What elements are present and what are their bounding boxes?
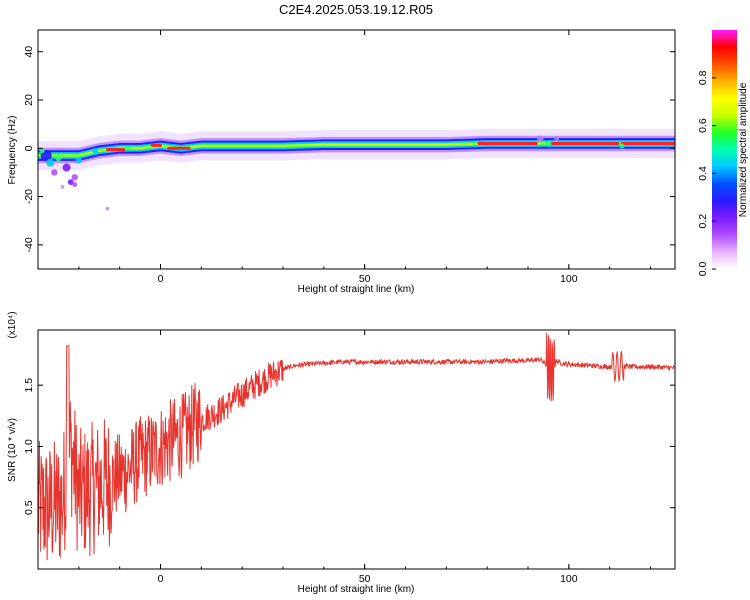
colorbar-tick-label: 0.8 bbox=[697, 70, 709, 85]
snr-x-axis-label: Height of straight line (km) bbox=[298, 584, 415, 595]
snr-plot-area bbox=[38, 332, 675, 561]
colorbar: 0.0 0.2 0.4 0.6 0.8 Normalized spectral ampl… bbox=[697, 30, 749, 276]
spectrogram-x-axis-label: Height of straight line (km) bbox=[298, 284, 415, 295]
spectral-blob bbox=[537, 135, 544, 142]
spectrogram-y-tick-label: 40 bbox=[23, 46, 35, 58]
snr-line bbox=[38, 332, 675, 561]
figure-title: C2E4.2025.053.19.12.R05 bbox=[279, 2, 433, 17]
spectrogram-y-tick-label: 0 bbox=[23, 145, 35, 151]
spectral-blob bbox=[55, 154, 62, 162]
colorbar-ticks: 0.0 0.2 0.4 0.6 0.8 bbox=[697, 70, 716, 276]
spectral-blob bbox=[619, 143, 625, 149]
colorbar-tick-label: 0.4 bbox=[697, 166, 709, 181]
snr-panel: 0 50 100 0.5 1.0 1.5 Height of straight line … bbox=[7, 311, 676, 595]
spectrogram-ticks: 0 50 100 -40 -20 0 20 40 bbox=[23, 30, 675, 285]
spectrogram-y-axis-label: Frequency (Hz) bbox=[7, 116, 18, 185]
colorbar-tick-label: 0.6 bbox=[697, 118, 709, 133]
spectrogram-y-tick-label: -20 bbox=[23, 189, 35, 204]
spectral-blob bbox=[60, 184, 65, 189]
spectrogram-x-tick-label: 0 bbox=[158, 273, 164, 285]
snr-y-tick-label: 0.5 bbox=[23, 500, 35, 515]
spectral-blob bbox=[72, 182, 78, 187]
spectrogram-y-tick-label: 20 bbox=[23, 94, 35, 106]
colorbar-label: Normalized spectral amplitude bbox=[738, 82, 749, 217]
colorbar-tick-label: 0.2 bbox=[697, 214, 709, 229]
snr-x-tick-label: 100 bbox=[560, 573, 578, 585]
spectral-blob bbox=[75, 157, 83, 164]
colorbar-gradient bbox=[712, 30, 737, 269]
spectrogram-x-tick-label: 50 bbox=[359, 273, 371, 285]
spectral-blob bbox=[39, 148, 45, 154]
colorbar-tick-label: 0.0 bbox=[697, 262, 709, 277]
snr-y-scale-label: (x10⁴) bbox=[7, 311, 18, 338]
snr-x-tick-label: 50 bbox=[359, 573, 371, 585]
snr-ticks: 0 50 100 0.5 1.0 1.5 bbox=[23, 330, 675, 585]
spectral-blob bbox=[51, 169, 58, 176]
spectrogram-y-tick-label: -40 bbox=[23, 237, 35, 252]
spectral-blob bbox=[67, 179, 74, 185]
spectral-blob bbox=[92, 147, 99, 154]
snr-y-tick-label: 1.0 bbox=[23, 439, 35, 454]
spectral-blob bbox=[46, 158, 55, 167]
spectrogram-panel: 0 50 100 -40 -20 0 20 40 Height of straight lin… bbox=[7, 29, 676, 295]
snr-y-axis-label: SNR (10 * v/v) bbox=[7, 418, 18, 482]
spectral-blob bbox=[105, 206, 110, 211]
spectral-blob bbox=[545, 140, 551, 147]
spectrogram-plot-area bbox=[38, 128, 675, 211]
spectral-blob bbox=[62, 163, 71, 172]
spectrogram-x-tick-label: 100 bbox=[560, 273, 578, 285]
spectral-blob bbox=[554, 136, 559, 142]
spectral-blob bbox=[125, 145, 131, 151]
snr-x-tick-label: 0 bbox=[158, 573, 164, 585]
spectrogram-frame bbox=[37, 29, 676, 270]
snr-y-tick-label: 1.5 bbox=[23, 378, 35, 393]
snr-frame bbox=[37, 329, 676, 570]
spectral-blob bbox=[71, 174, 78, 181]
